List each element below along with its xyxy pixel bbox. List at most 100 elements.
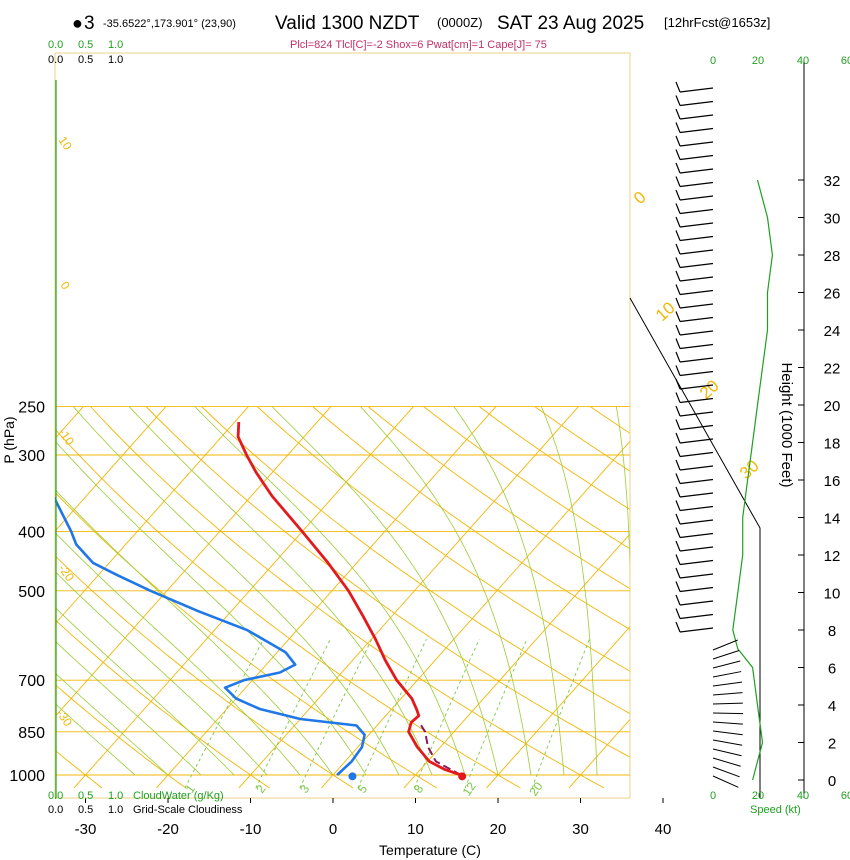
sounding-profiles [55,421,467,781]
height-axis-title: Height (1000 Feet) [778,362,795,487]
wind-barb [679,276,714,282]
wind-barb-flag [675,135,681,147]
wind-barb-low [712,712,744,715]
height-tick-16: 16 [824,473,841,490]
wind-barb [679,208,714,215]
cloudiness-scale-bottom: 0.5 [78,804,93,816]
wind-barb-low [712,766,740,778]
wind-barb-low [712,681,742,687]
speed-tick-top: 60 [841,55,850,67]
moist-adiabat [55,488,334,776]
height-tick-8: 8 [828,623,836,640]
wind-barb [679,465,714,471]
y-axis-title: P (hPa) [1,416,17,463]
zulu-time: (0000Z) [437,15,483,30]
station-coords: -35.6522°,173.901° (23,90) [103,18,236,30]
cloudwater-scale-top: 0.5 [78,39,93,51]
cloudiness-scale-bottom: 0.0 [48,804,63,816]
wind-barb [679,87,714,93]
speed-tick-top: 40 [797,55,809,67]
pressure-tick-850: 850 [18,725,45,742]
wind-barb [679,249,714,255]
wind-barb [679,262,714,269]
wind-barb-flag [675,108,681,120]
dry-adiabat-label: 0 [58,279,73,293]
mixing-ratio-line [357,639,427,789]
cloudwater-label: CloudWater (g/Kg) [133,790,224,802]
wind-barb-flag [675,95,681,106]
height-tick-28: 28 [824,248,841,265]
wind-barb-flag [675,405,681,417]
speed-tick-bottom: 20 [752,790,764,802]
wind-barb-flag [675,567,681,579]
station-number: 3 [84,13,95,34]
moist-adiabat [453,406,565,776]
dry-adiabat [55,684,187,789]
height-tick-4: 4 [828,698,836,715]
moist-adiabat [55,703,136,776]
wind-barb [679,532,714,539]
wind-barb-low [712,739,743,746]
dry-adiabat [367,406,630,590]
background-lines [55,406,630,789]
pressure-tick-1000: 1000 [9,768,45,785]
mixing-ratio-label: 2 [253,782,268,796]
wind-barb [679,181,714,188]
wind-barb-low [712,671,742,678]
isotherm-line [73,406,414,789]
cloudwater-scale-top: 1.0 [108,39,123,51]
wind-barb-flag [675,594,681,606]
wind-barb-low [712,650,740,660]
isotherm-line [321,440,630,789]
cloudiness-scale-top: 0.5 [78,54,93,66]
speed-label: Speed (kt) [750,804,801,816]
cloudwater-scale-top: 0.0 [48,39,63,51]
wind-barb-flag [675,270,681,282]
surface-dewpoint-point [348,772,357,781]
panel-boundary-line [629,297,761,798]
wind-barb-flag [675,608,681,619]
isotherm-line [156,406,497,789]
temperature-line [236,421,462,777]
wind-barb-flag [675,216,681,228]
height-tick-2: 2 [828,736,836,753]
wind-barb [679,411,714,417]
dry-adiabat [55,619,270,789]
mixing-ratio-label: 5 [355,782,370,796]
wind-barb-flag [675,149,681,160]
wind-barb [679,384,714,390]
wind-barb [679,343,714,350]
wind-barb [679,168,714,174]
wind-barb [679,424,714,431]
wind-barb-low [712,639,738,651]
speed-tick-top: 0 [710,55,716,67]
wind-barb-flag [675,554,681,565]
wind-barb-flag [675,581,681,592]
wind-barb [679,154,714,161]
dry-adiabat-label: -20 [56,562,78,585]
dry-adiabat [145,406,630,758]
isotherm-line [568,718,630,789]
wind-barb-flag [675,351,681,363]
wind-barb [679,141,714,147]
wind-barb-flag [675,446,681,457]
temperature-tick-10: 10 [407,821,424,838]
pressure-tick-500: 500 [18,584,45,601]
dry-adiabat [55,491,437,789]
wind-barb-flag [675,297,681,309]
moist-adiabat [55,640,202,776]
cloudiness-scale-bottom: 1.0 [108,804,123,816]
wind-barb-flag [675,621,681,633]
speed-tick-top: 20 [752,55,764,67]
wind-panel: 0246810121416182022242628303200202040406… [629,55,850,802]
marker-dot: ● [72,13,83,33]
wind-barb [679,505,714,512]
moist-adiabat [72,406,400,776]
pressure-tick-700: 700 [18,673,45,690]
moist-adiabat [360,406,532,776]
mixing-ratio-line [413,639,480,789]
wind-barb [679,559,714,566]
pressure-tick-250: 250 [18,400,45,417]
wind-barb [679,195,714,201]
valid-date: SAT 23 Aug 2025 [497,13,644,34]
